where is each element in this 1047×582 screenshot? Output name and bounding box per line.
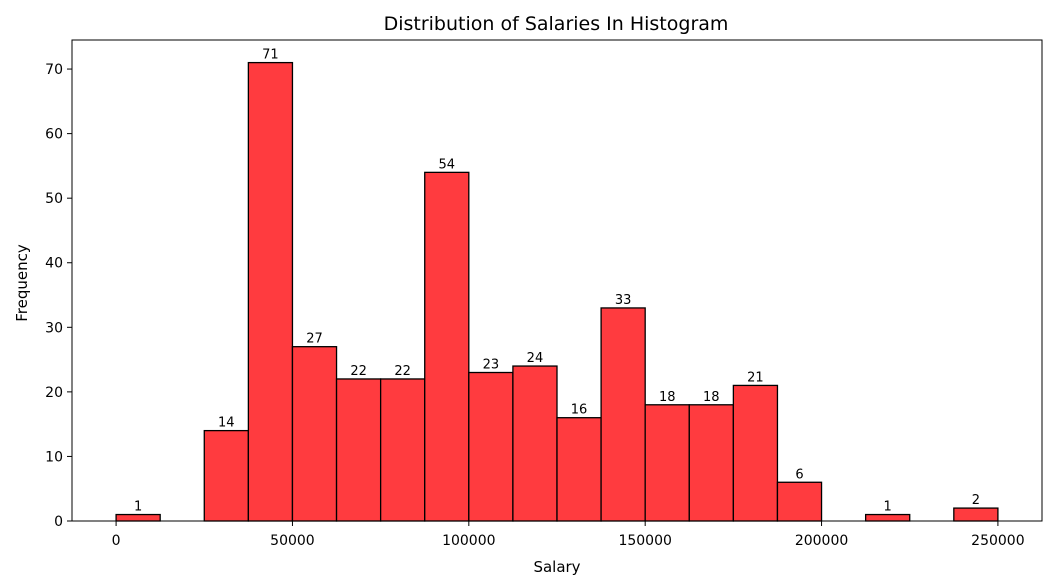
histogram-bar [379,378,426,522]
x-tick-label: 200000 [795,533,848,549]
bar-value-label: 33 [615,293,632,308]
bar-value-label: 18 [703,390,720,405]
bar-value-label: 14 [218,416,235,431]
histogram-bar [115,513,161,522]
bar-value-label: 16 [571,403,588,418]
x-axis: 0 50000 100000 150000 200000 250000 [112,521,1025,549]
x-tick-label: 250000 [971,533,1024,549]
histogram-bar [600,307,646,522]
y-tick-label: 40 [45,256,63,272]
plot-frame [71,39,1043,522]
bar-value-label: 21 [747,370,764,385]
histogram-bar [732,384,779,522]
y-tick-label: 0 [54,514,63,530]
y-tick-label: 30 [45,320,63,336]
y-tick-label: 50 [45,191,63,207]
histogram-bar [688,404,735,522]
histogram-bar [953,507,999,522]
bar-value-label: 22 [350,364,367,379]
bar-value-label: 71 [262,48,279,63]
histogram-bar [644,404,690,522]
y-tick-label: 10 [45,449,63,465]
histogram-bar [468,371,514,522]
histogram-bar [203,429,250,522]
x-tick-label: 100000 [442,533,495,549]
bar-value-label: 27 [306,332,323,347]
y-tick-label: 20 [45,385,63,401]
histogram-bar [247,61,294,522]
y-axis: 0 10 20 30 40 50 60 70 [45,62,72,530]
histogram-bar [424,171,470,522]
histogram-bar [512,365,558,522]
bar-value-label: 6 [795,467,803,482]
bar-value-label: 1 [884,500,892,515]
histogram-bar [291,346,338,522]
y-tick-label: 60 [45,127,63,143]
histogram-bar [864,513,911,522]
bar-value-label: 54 [438,157,455,172]
bar-value-label: 18 [659,390,676,405]
bar-value-label: 23 [483,358,500,373]
x-tick-label: 150000 [618,533,671,549]
histogram-bar [776,481,823,522]
histogram-bar [556,417,602,522]
bar-value-label: 1 [134,500,142,515]
x-tick-label: 50000 [270,533,315,549]
bars-group [115,61,999,522]
histogram-bar [335,378,382,522]
y-axis-label: Frequency [13,244,31,322]
bar-labels-group: 1 14 71 27 22 22 54 23 24 16 33 18 18 21 6 1 2 [134,48,980,515]
x-axis-label: Salary [533,558,580,576]
bar-value-label: 22 [394,364,411,379]
chart-title: Distribution of Salaries In Histogram [384,13,729,35]
bar-value-label: 24 [527,351,544,366]
x-tick-label: 0 [112,533,121,549]
y-tick-label: 70 [45,62,63,78]
bar-value-label: 2 [972,493,980,508]
